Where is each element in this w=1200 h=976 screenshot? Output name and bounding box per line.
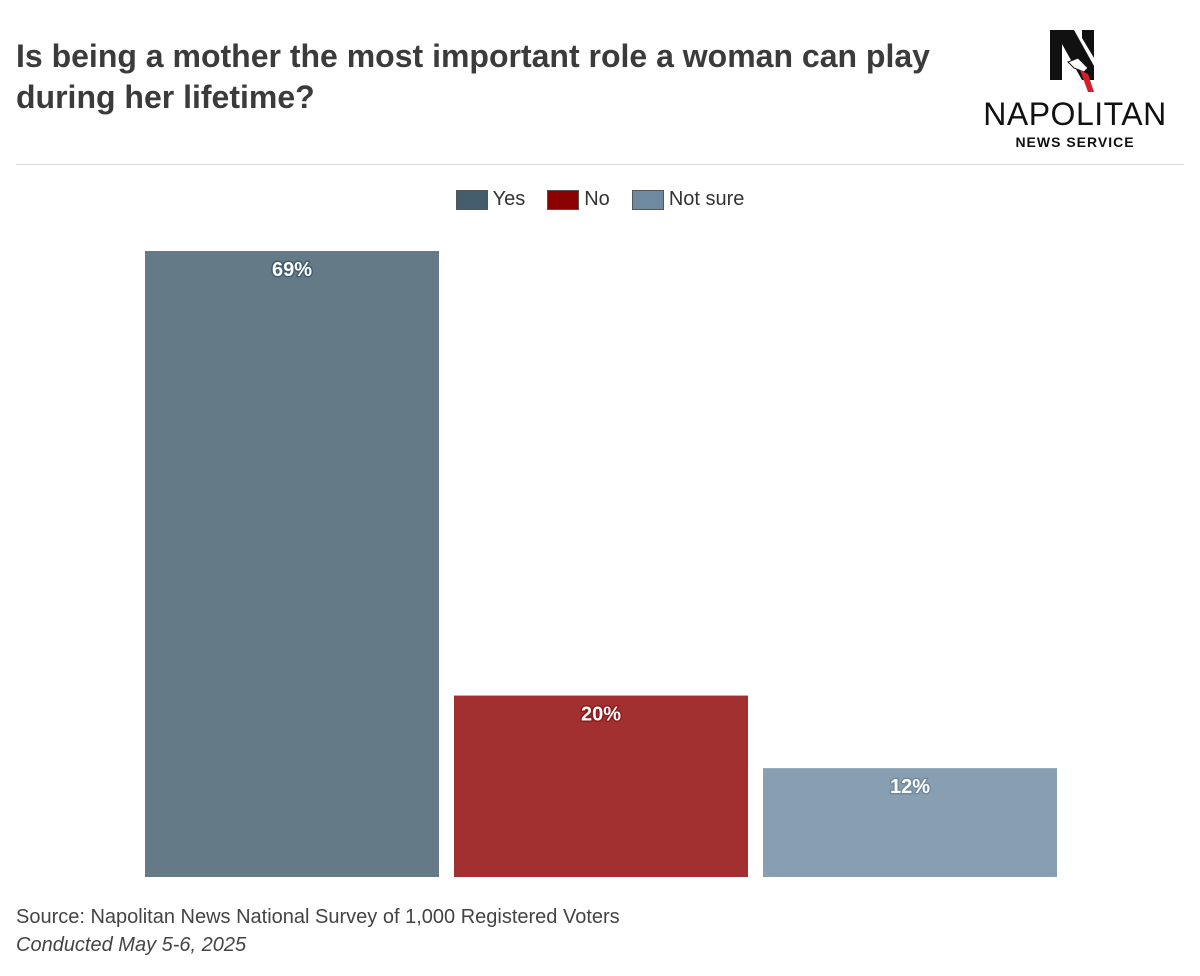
legend-swatch-yes xyxy=(455,189,488,210)
survey-date-note: Conducted May 5-6, 2025 xyxy=(16,934,247,956)
napolitan-n-eagle-logo-icon xyxy=(1050,30,1094,92)
data-label-no: 20% xyxy=(581,704,621,726)
legend-item-not-sure: Not sure xyxy=(631,188,745,211)
logo-subtitle: NEWS SERVICE xyxy=(1015,134,1135,150)
legend-label-yes: Yes xyxy=(492,188,526,210)
header-divider xyxy=(16,164,1184,165)
bar-yes xyxy=(145,251,439,877)
legend-swatch-not-sure xyxy=(631,189,664,210)
legend-label-no: No xyxy=(584,188,610,210)
napolitan-logo: NAPOLITAN NEWS SERVICE xyxy=(972,26,1178,152)
chart-legend: Yes No Not sure xyxy=(0,188,1200,211)
legend-swatch-no xyxy=(547,189,580,210)
chart-title: Is being a mother the most important rol… xyxy=(16,38,930,115)
bar-not-sure xyxy=(763,768,1057,877)
legend-label-not-sure: Not sure xyxy=(668,188,745,210)
data-label-yes: 69% xyxy=(272,259,312,281)
logo-wordmark: NAPOLITAN xyxy=(983,96,1167,132)
bar-no xyxy=(454,695,748,877)
data-label-not-sure: 12% xyxy=(890,776,930,798)
legend-item-no: No xyxy=(547,188,610,211)
source-note: Source: Napolitan News National Survey o… xyxy=(16,906,620,928)
legend-item-yes: Yes xyxy=(455,188,526,211)
